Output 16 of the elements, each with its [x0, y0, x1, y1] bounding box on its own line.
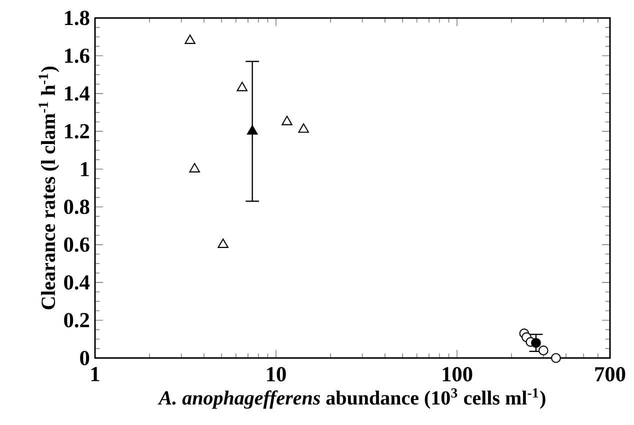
x-axis-title: A. anophagefferens abundance (10$^{3}$ cells ml$^{-1}$)	[158, 388, 546, 409]
y-axis-title: Clearance rates (l clam$^{-1}$ h$^{-1}$)	[38, 66, 60, 310]
y-tick-label: 1.4	[65, 86, 90, 101]
x-tick-label: 10	[267, 367, 286, 382]
y-tick-label: 0.6	[64, 237, 90, 252]
y-tick-label: 1.2	[65, 124, 90, 139]
y-tick-label: 0.4	[64, 275, 90, 290]
x-tick-label: 100	[442, 367, 472, 382]
y-tick-label: 1.8	[65, 10, 90, 26]
y-tick-label: 0.8	[64, 200, 90, 214]
x-tick-label: 700	[595, 367, 626, 382]
x-tick-label: 1	[91, 367, 100, 382]
y-tick-label: 1	[81, 162, 89, 176]
y-tick-label: 1.6	[65, 48, 90, 63]
y-tick-label: 0	[80, 350, 90, 366]
y-tick-label: 0.2	[64, 312, 90, 328]
